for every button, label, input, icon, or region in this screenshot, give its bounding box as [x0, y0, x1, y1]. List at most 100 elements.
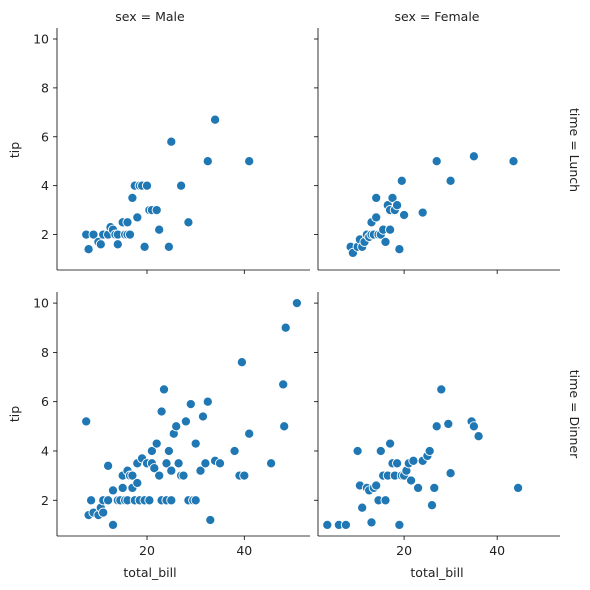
y-axis-label-bottom: tip: [7, 406, 22, 422]
data-point: [151, 205, 162, 216]
data-point: [394, 519, 405, 530]
data-point: [86, 495, 97, 506]
data-point: [205, 514, 216, 526]
x-tick-label: 40: [236, 543, 252, 558]
data-point: [161, 458, 172, 469]
data-point: [387, 192, 398, 203]
data-point: [166, 136, 177, 147]
data-point: [183, 217, 194, 228]
data-point: [278, 379, 289, 390]
data-point: [141, 180, 153, 191]
data-point: [83, 244, 94, 255]
data-point: [279, 421, 290, 432]
data-point: [185, 399, 196, 410]
facet-col-label-male: sex = Male: [115, 9, 185, 24]
y-tick-label: 2: [41, 493, 49, 508]
data-point: [468, 151, 479, 162]
data-point: [117, 482, 128, 493]
data-point: [431, 421, 442, 432]
panel-lunch-female: [314, 28, 560, 274]
data-point: [107, 485, 119, 496]
data-point: [197, 411, 209, 422]
data-point: [107, 519, 119, 530]
data-point: [291, 298, 302, 309]
data-point: [178, 470, 189, 481]
data-point: [394, 244, 405, 255]
x-axis-label-left: total_bill: [123, 565, 176, 580]
data-point: [154, 470, 165, 481]
data-point: [366, 517, 377, 528]
y-tick-label: 6: [41, 394, 49, 409]
facet-row-label-lunch: time = Lunch: [567, 108, 582, 192]
data-point: [371, 192, 382, 203]
data-point: [163, 241, 174, 252]
data-point: [229, 445, 240, 457]
panel-lunch-male: 2 4 6 8 10: [33, 28, 310, 274]
data-point: [443, 418, 454, 429]
data-point: [508, 156, 519, 167]
data-point: [413, 482, 424, 493]
data-point: [88, 229, 99, 240]
data-point: [340, 519, 351, 530]
data-point: [244, 156, 255, 167]
data-point: [81, 416, 92, 427]
data-point: [146, 445, 157, 457]
data-point: [95, 239, 106, 250]
data-point: [468, 421, 479, 432]
data-point: [436, 384, 447, 395]
data-point: [426, 500, 438, 511]
data-point: [190, 495, 201, 506]
data-point: [163, 445, 174, 457]
data-point: [236, 357, 247, 368]
facet-row-label-dinner: time = Dinner: [567, 370, 582, 459]
data-point: [214, 458, 226, 469]
data-point: [154, 224, 165, 235]
panel-dinner-female: 20 40: [314, 292, 560, 558]
data-point: [158, 384, 170, 395]
data-point: [139, 241, 150, 252]
data-point: [352, 445, 363, 457]
data-point: [132, 477, 143, 489]
data-point: [144, 495, 155, 506]
data-point: [399, 209, 410, 221]
data-point: [408, 455, 419, 466]
data-point: [385, 224, 396, 235]
data-point: [280, 322, 291, 333]
x-tick-label: 20: [396, 543, 412, 558]
data-point: [406, 475, 417, 486]
y-tick-label: 10: [33, 32, 49, 47]
data-point: [103, 460, 114, 471]
data-point: [180, 416, 191, 427]
data-point: [132, 212, 143, 223]
data-point: [176, 180, 187, 191]
data-point: [200, 458, 211, 469]
data-point: [156, 406, 167, 417]
data-point: [244, 428, 255, 439]
data-point: [417, 207, 428, 218]
facet-col-label-female: sex = Female: [395, 9, 480, 24]
data-point: [127, 192, 138, 203]
data-point: [266, 458, 277, 469]
y-tick-label: 4: [41, 443, 49, 458]
y-tick-label: 8: [41, 80, 49, 95]
data-point: [322, 519, 333, 530]
data-point: [103, 495, 114, 506]
data-point: [513, 482, 524, 493]
data-point: [166, 465, 177, 476]
data-point: [445, 175, 456, 186]
data-point: [396, 175, 407, 186]
data-point: [380, 236, 391, 247]
y-tick-label: 6: [41, 129, 49, 144]
data-point: [239, 470, 250, 481]
y-tick-label: 4: [41, 178, 49, 193]
data-point: [380, 495, 391, 506]
data-point: [385, 438, 396, 449]
data-point: [127, 470, 138, 481]
data-point: [202, 396, 213, 407]
y-axis-label-top: tip: [7, 142, 22, 158]
data-point: [149, 463, 160, 474]
data-point: [122, 217, 133, 228]
panel-dinner-male: 2 4 6 8 10 20 40: [33, 292, 310, 558]
data-point: [445, 468, 456, 479]
